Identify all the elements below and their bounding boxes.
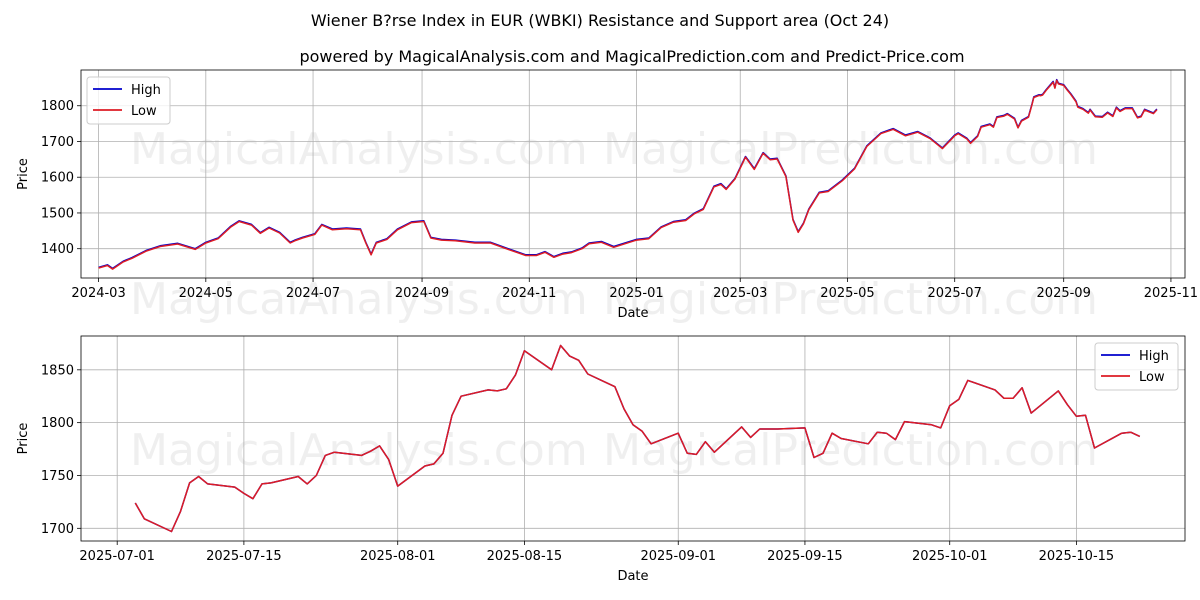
y-axis-label: Price <box>16 158 31 190</box>
watermark: MagicalPrediction.com <box>603 425 1098 476</box>
legend-label-low: Low <box>131 104 157 119</box>
legend: High Low <box>1094 342 1179 391</box>
series-line-low <box>98 79 1158 270</box>
x-tick-label: 2025-09-15 <box>767 549 843 564</box>
x-axis-label: Date <box>617 569 648 584</box>
legend-label-low: Low <box>1139 370 1165 385</box>
x-tick-label: 2024-05 <box>179 286 233 301</box>
watermark: MagicalAnalysis.com <box>130 425 588 476</box>
watermark: MagicalPrediction.com <box>603 124 1098 175</box>
x-tick-label: 2024-03 <box>71 286 125 301</box>
y-tick-label: 1850 <box>41 363 74 378</box>
watermark: MagicalAnalysis.com <box>130 274 588 325</box>
x-tick-label: 2024-11 <box>502 286 556 301</box>
x-tick-label: 2025-10-01 <box>912 549 988 564</box>
legend-label-high: High <box>1139 349 1169 364</box>
series-line-low <box>134 344 1141 533</box>
x-tick-label: 2025-03 <box>713 286 767 301</box>
y-tick-label: 1500 <box>41 206 74 221</box>
chart-title: Wiener B?rse Index in EUR (WBKI) Resista… <box>311 11 889 30</box>
y-tick-label: 1700 <box>41 522 74 537</box>
watermark: MagicalAnalysis.com <box>130 124 588 175</box>
y-tick-label: 1750 <box>41 469 74 484</box>
plot-frame <box>80 69 1186 279</box>
x-tick-label: 2025-09 <box>1037 286 1091 301</box>
plot-frame <box>80 335 1186 542</box>
x-tick-label: 2025-07-01 <box>79 549 155 564</box>
x-tick-label: 2025-07 <box>928 286 982 301</box>
legend-label-high: High <box>131 83 161 98</box>
x-tick-label: 2025-01 <box>609 286 663 301</box>
y-tick-label: 1400 <box>41 242 74 257</box>
y-axis-label: Price <box>16 423 31 455</box>
x-tick-label: 2025-08-01 <box>360 549 436 564</box>
x-tick-label: 2025-08-15 <box>487 549 563 564</box>
y-tick-label: 1800 <box>41 99 74 114</box>
x-tick-label: 2025-05 <box>820 286 874 301</box>
x-tick-label: 2025-11 <box>1144 286 1198 301</box>
y-tick-label: 1700 <box>41 135 74 150</box>
x-tick-label: 2025-09-01 <box>640 549 716 564</box>
x-tick-label: 2024-07 <box>286 286 340 301</box>
x-axis-label: Date <box>617 306 648 321</box>
bottom-chart: 2025-07-01 2025-07-15 2025-08-01 2025-08-15… <box>16 335 1186 584</box>
chart-subtitle: powered by MagicalAnalysis.com and Magic… <box>299 47 964 66</box>
x-tick-label: 2024-09 <box>395 286 449 301</box>
x-tick-label: 2025-10-15 <box>1039 549 1115 564</box>
top-chart: 2024-03 2024-05 2024-07 2024-09 2024-11 2025-… <box>16 69 1198 321</box>
x-tick-label: 2025-07-15 <box>206 549 282 564</box>
y-tick-label: 1800 <box>41 416 74 431</box>
y-tick-label: 1600 <box>41 171 74 186</box>
watermark: MagicalPrediction.com <box>603 274 1098 325</box>
legend: High Low <box>86 76 171 125</box>
